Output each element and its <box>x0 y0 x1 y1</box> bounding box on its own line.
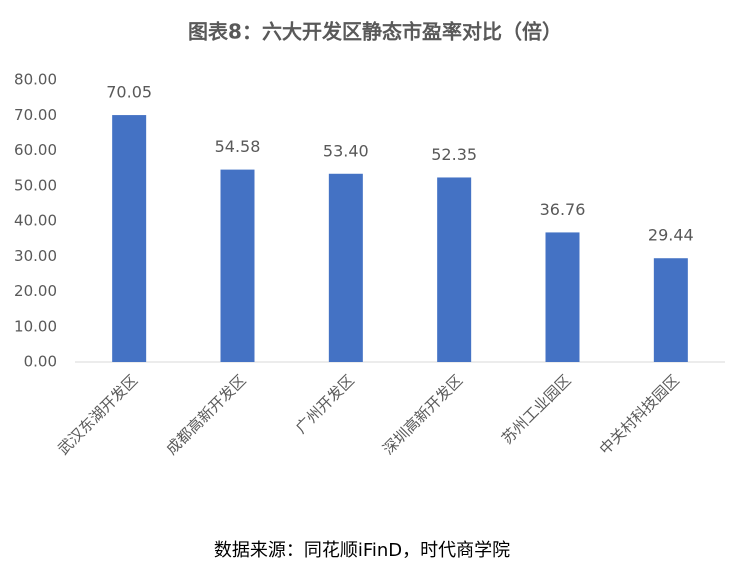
value-label: 54.58 <box>215 137 261 156</box>
y-tick-label: 50.00 <box>14 176 57 194</box>
bar <box>653 258 688 362</box>
y-tick-label: 10.00 <box>14 317 57 335</box>
x-tick-label: 广州开发区 <box>292 371 358 437</box>
y-tick-label: 30.00 <box>14 247 57 265</box>
bar <box>112 115 147 362</box>
value-label: 52.35 <box>431 145 477 164</box>
y-tick-label: 70.00 <box>14 106 57 124</box>
y-tick-label: 20.00 <box>14 282 57 300</box>
chart-title: 图表8：六大开发区静态市盈率对比（倍） <box>188 20 562 44</box>
bar <box>328 173 363 362</box>
y-tick-label: 0.00 <box>24 353 57 371</box>
value-label: 70.05 <box>106 83 152 102</box>
bar <box>437 177 472 362</box>
y-tick-label: 40.00 <box>14 212 57 230</box>
source-note: 数据来源：同花顺iFinD，时代商学院 <box>214 540 510 561</box>
x-tick-label: 成都高新开发区 <box>163 371 250 458</box>
value-label: 29.44 <box>648 226 694 245</box>
value-label: 53.40 <box>323 141 369 160</box>
bar <box>220 169 255 362</box>
x-tick-label: 深圳高新开发区 <box>379 371 466 458</box>
x-tick-label: 中关村科技园区 <box>596 371 683 458</box>
y-tick-label: 80.00 <box>14 71 57 89</box>
x-tick-label: 武汉东湖开发区 <box>54 371 141 458</box>
bar <box>545 232 580 362</box>
value-label: 36.76 <box>540 200 586 219</box>
y-tick-label: 60.00 <box>14 141 57 159</box>
x-tick-label: 苏州工业园区 <box>498 371 574 447</box>
